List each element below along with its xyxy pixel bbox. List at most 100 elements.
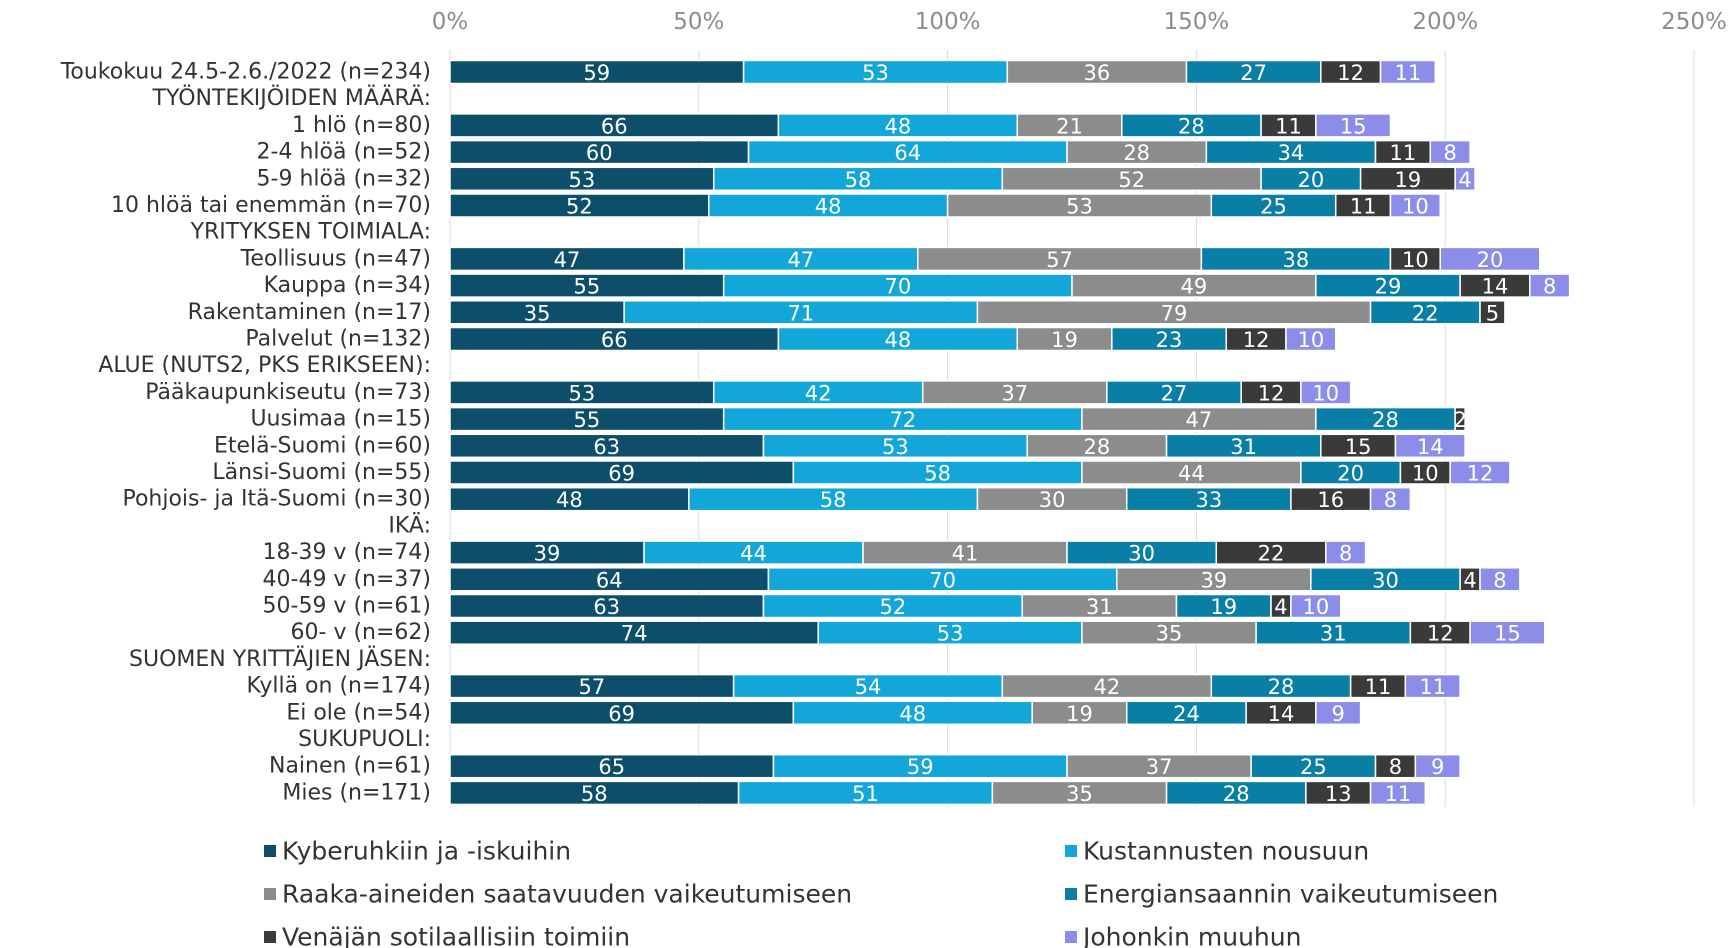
data-label: 48 <box>556 488 583 512</box>
category-label: Uusimaa (n=15) <box>250 407 431 432</box>
data-label: 47 <box>787 248 814 272</box>
data-label: 66 <box>601 114 628 138</box>
data-label: 69 <box>608 702 635 726</box>
data-label: 71 <box>787 301 814 325</box>
category-label: TYÖNTEKIJÖIDEN MÄÄRÄ: <box>152 85 431 111</box>
data-label: 28 <box>1178 114 1205 138</box>
category-label: Länsi-Suomi (n=55) <box>212 460 431 485</box>
data-label: 44 <box>740 542 767 566</box>
category-label: Teollisuus (n=47) <box>240 246 431 271</box>
data-label: 19 <box>1210 595 1237 619</box>
data-label: 28 <box>1268 675 1295 699</box>
data-label: 54 <box>855 675 882 699</box>
category-label: SUOMEN YRITTÄJIEN JÄSEN: <box>129 646 431 672</box>
data-label: 31 <box>1320 622 1347 646</box>
data-label: 8 <box>1543 275 1556 299</box>
data-label: 12 <box>1243 328 1270 352</box>
bar-segment <box>1404 673 1461 699</box>
data-label: 20 <box>1337 462 1364 486</box>
legend-swatch <box>1065 931 1077 943</box>
legend-swatch <box>1065 845 1077 857</box>
category-label: Ei ole (n=54) <box>286 700 431 725</box>
category-label: SUKUPUOLI: <box>298 727 431 752</box>
data-label: 36 <box>1084 61 1111 85</box>
data-label: 12 <box>1258 381 1285 405</box>
data-label: 22 <box>1258 542 1285 566</box>
bar-segment <box>1479 300 1506 325</box>
bar-segment <box>1439 246 1541 272</box>
bar-segment <box>1429 139 1471 165</box>
category-label: 2-4 hlöä (n=52) <box>257 140 431 165</box>
bar-segment <box>1369 780 1427 806</box>
category-label: 40-49 v (n=37) <box>263 567 431 592</box>
category-label: ALUE (NUTS2, PKS ERIKSEEN): <box>98 353 431 378</box>
legend-label: Energiansaannin vaikeutumiseen <box>1083 880 1498 909</box>
data-label: 16 <box>1317 488 1344 512</box>
bar-segment <box>1315 700 1362 726</box>
data-label: 11 <box>1275 114 1302 138</box>
data-label: 37 <box>1146 755 1173 779</box>
data-label: 10 <box>1412 462 1439 486</box>
data-label: 28 <box>1084 435 1111 459</box>
data-label: 69 <box>608 462 635 486</box>
data-label: 21 <box>1056 114 1083 138</box>
data-label: 8 <box>1384 488 1397 512</box>
data-label: 2 <box>1453 408 1466 432</box>
data-label: 38 <box>1283 248 1310 272</box>
data-label: 44 <box>1178 462 1205 486</box>
data-label: 30 <box>1128 542 1155 566</box>
data-label: 28 <box>1372 408 1399 432</box>
data-label: 47 <box>554 248 581 272</box>
data-label: 48 <box>815 195 842 219</box>
data-label: 49 <box>1181 275 1208 299</box>
data-label: 59 <box>583 61 610 85</box>
bar-segment <box>1529 273 1571 298</box>
legend-swatch <box>264 931 276 943</box>
bar-segment <box>1369 486 1412 512</box>
data-label: 51 <box>852 782 879 806</box>
data-label: 63 <box>593 595 620 619</box>
data-label: 39 <box>1200 568 1227 592</box>
data-label: 23 <box>1156 328 1183 352</box>
x-tick-label: 250% <box>1661 9 1727 35</box>
data-label: 30 <box>1372 568 1399 592</box>
legend-label: Johonkin muuhun <box>1081 923 1301 948</box>
bar-segment <box>1454 166 1476 192</box>
bar-segment <box>1325 540 1367 565</box>
bar-segment <box>1389 193 1441 218</box>
bar-segment <box>1394 433 1466 459</box>
category-label: Pohjois- ja Itä-Suomi (n=30) <box>122 487 431 512</box>
data-label: 48 <box>884 114 911 138</box>
data-label: 11 <box>1419 675 1446 699</box>
data-label: 63 <box>593 435 620 459</box>
data-label: 53 <box>862 61 889 85</box>
category-label: 60- v (n=62) <box>291 620 431 645</box>
data-label: 55 <box>573 408 600 432</box>
data-label: 48 <box>884 328 911 352</box>
data-label: 79 <box>1161 301 1188 325</box>
data-label: 35 <box>1066 782 1093 806</box>
category-label: Pääkaupunkiseutu (n=73) <box>145 380 431 405</box>
data-label: 74 <box>621 622 648 646</box>
data-label: 24 <box>1173 702 1200 726</box>
legend-label: Kustannusten nousuun <box>1083 837 1369 866</box>
data-label: 11 <box>1350 195 1377 219</box>
data-label: 22 <box>1412 301 1439 325</box>
data-label: 70 <box>929 568 956 592</box>
data-label: 11 <box>1385 782 1412 806</box>
data-label: 58 <box>581 782 608 806</box>
data-label: 70 <box>884 275 911 299</box>
data-label: 12 <box>1427 622 1454 646</box>
category-label: 5-9 hlöä (n=32) <box>257 166 431 191</box>
data-label: 42 <box>805 381 832 405</box>
bar-segment <box>1479 567 1521 592</box>
data-label: 15 <box>1340 114 1367 138</box>
data-label: 10 <box>1402 248 1429 272</box>
bar-segment <box>1285 326 1337 352</box>
data-label: 9 <box>1332 702 1345 726</box>
data-label: 25 <box>1260 195 1287 219</box>
data-label: 14 <box>1482 275 1509 299</box>
bar-segment <box>1414 753 1461 779</box>
data-label: 58 <box>845 168 872 192</box>
